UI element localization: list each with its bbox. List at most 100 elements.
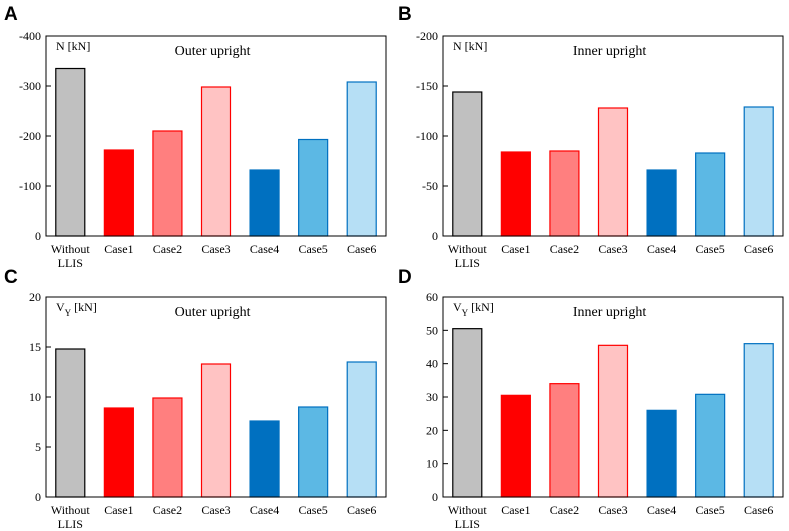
panel-letter: C bbox=[4, 267, 18, 288]
y-tick-label: 30 bbox=[426, 390, 438, 404]
bar-case3 bbox=[597, 107, 629, 237]
bar-case4 bbox=[646, 409, 677, 498]
panel-letter: B bbox=[398, 4, 412, 25]
x-category-label: Case5 bbox=[298, 503, 327, 517]
y-tick-label: 40 bbox=[426, 357, 438, 371]
bar-case1 bbox=[500, 151, 531, 237]
x-category-label: Case4 bbox=[647, 503, 676, 517]
bar-without-llis bbox=[452, 328, 483, 498]
bar-without-llis bbox=[55, 67, 86, 237]
y-tick-label: -400 bbox=[19, 29, 41, 43]
y-axis-label: VY [kN] bbox=[453, 300, 494, 318]
x-category-label: Case3 bbox=[201, 503, 230, 517]
bar-case5 bbox=[298, 138, 329, 237]
x-category-label: Case3 bbox=[598, 503, 627, 517]
x-category-label: LLIS bbox=[58, 517, 83, 531]
x-category-label: Case6 bbox=[744, 503, 773, 517]
x-category-label: Case1 bbox=[501, 503, 530, 517]
plot-frame bbox=[45, 296, 387, 498]
x-category-label: Case2 bbox=[550, 242, 579, 256]
y-axis-label: N [kN] bbox=[56, 39, 90, 53]
plot-frame bbox=[442, 296, 784, 498]
bar-case2 bbox=[549, 150, 580, 237]
bar-case2 bbox=[152, 130, 183, 237]
x-category-label: Case2 bbox=[153, 503, 182, 517]
panel-title: Inner upright bbox=[573, 44, 647, 59]
x-category-label: Case4 bbox=[647, 242, 676, 256]
bar-case4 bbox=[249, 169, 280, 237]
x-category-label: Case2 bbox=[550, 503, 579, 517]
x-category-label: LLIS bbox=[58, 256, 83, 270]
x-category-label: Case3 bbox=[598, 242, 627, 256]
plot-frame bbox=[45, 35, 387, 237]
y-tick-label: 0 bbox=[35, 229, 41, 243]
bar-case4 bbox=[646, 169, 677, 237]
y-tick-label: 0 bbox=[432, 490, 438, 504]
x-category-label: Case1 bbox=[104, 242, 133, 256]
bar-case2 bbox=[549, 383, 580, 498]
y-tick-label: -100 bbox=[19, 179, 41, 193]
y-axis-label: VY [kN] bbox=[56, 300, 97, 318]
bar-case5 bbox=[695, 152, 726, 237]
x-category-label: Without bbox=[51, 503, 91, 517]
bar-case3 bbox=[200, 363, 232, 498]
bar-case6 bbox=[743, 106, 774, 237]
y-tick-label: -50 bbox=[422, 179, 438, 193]
x-category-label: LLIS bbox=[455, 256, 480, 270]
bar-case3 bbox=[200, 86, 232, 237]
y-tick-label: -100 bbox=[416, 129, 438, 143]
x-category-label: Case5 bbox=[298, 242, 327, 256]
y-tick-label: -200 bbox=[19, 129, 41, 143]
x-category-label: Case6 bbox=[744, 242, 773, 256]
y-tick-label: -150 bbox=[416, 79, 438, 93]
y-tick-label: 20 bbox=[426, 423, 438, 437]
y-tick-label: 50 bbox=[426, 323, 438, 337]
x-category-label: Without bbox=[51, 242, 91, 256]
bar-case1 bbox=[103, 149, 134, 237]
y-tick-label: 15 bbox=[29, 340, 41, 354]
x-category-label: Without bbox=[448, 503, 488, 517]
plot-frame bbox=[442, 35, 784, 237]
y-tick-label: 60 bbox=[426, 290, 438, 304]
bar-case5 bbox=[695, 393, 726, 498]
panel-title: Inner upright bbox=[573, 305, 647, 320]
bar-case2 bbox=[152, 397, 183, 498]
bar-case6 bbox=[743, 343, 774, 498]
bar-case6 bbox=[346, 361, 377, 498]
y-axis-label: N [kN] bbox=[453, 39, 487, 53]
panel-letter: A bbox=[4, 4, 18, 25]
bar-case3 bbox=[597, 344, 629, 498]
x-category-label: Case5 bbox=[695, 242, 724, 256]
bar-case4 bbox=[249, 420, 280, 498]
y-tick-label: 10 bbox=[29, 390, 41, 404]
x-category-label: Case3 bbox=[201, 242, 230, 256]
bar-case1 bbox=[500, 394, 531, 498]
panel-title: Outer upright bbox=[175, 44, 251, 59]
x-category-label: Case4 bbox=[250, 503, 279, 517]
y-tick-label: 5 bbox=[35, 440, 41, 454]
x-category-label: Case1 bbox=[501, 242, 530, 256]
y-tick-label: 0 bbox=[35, 490, 41, 504]
bar-case5 bbox=[298, 406, 329, 498]
y-tick-label: -300 bbox=[19, 79, 41, 93]
bar-case1 bbox=[103, 407, 134, 498]
x-category-label: LLIS bbox=[455, 517, 480, 531]
y-tick-label: -200 bbox=[416, 29, 438, 43]
x-category-label: Case6 bbox=[347, 503, 376, 517]
bar-case6 bbox=[346, 81, 377, 237]
x-category-label: Case4 bbox=[250, 242, 279, 256]
bar-without-llis bbox=[452, 91, 483, 237]
y-tick-label: 0 bbox=[432, 229, 438, 243]
y-tick-label: 20 bbox=[29, 290, 41, 304]
x-category-label: Without bbox=[448, 242, 488, 256]
y-tick-label: 10 bbox=[426, 457, 438, 471]
x-category-label: Case5 bbox=[695, 503, 724, 517]
x-category-label: Case6 bbox=[347, 242, 376, 256]
panel-title: Outer upright bbox=[175, 305, 251, 320]
panel-letter: D bbox=[398, 267, 412, 288]
x-category-label: Case1 bbox=[104, 503, 133, 517]
